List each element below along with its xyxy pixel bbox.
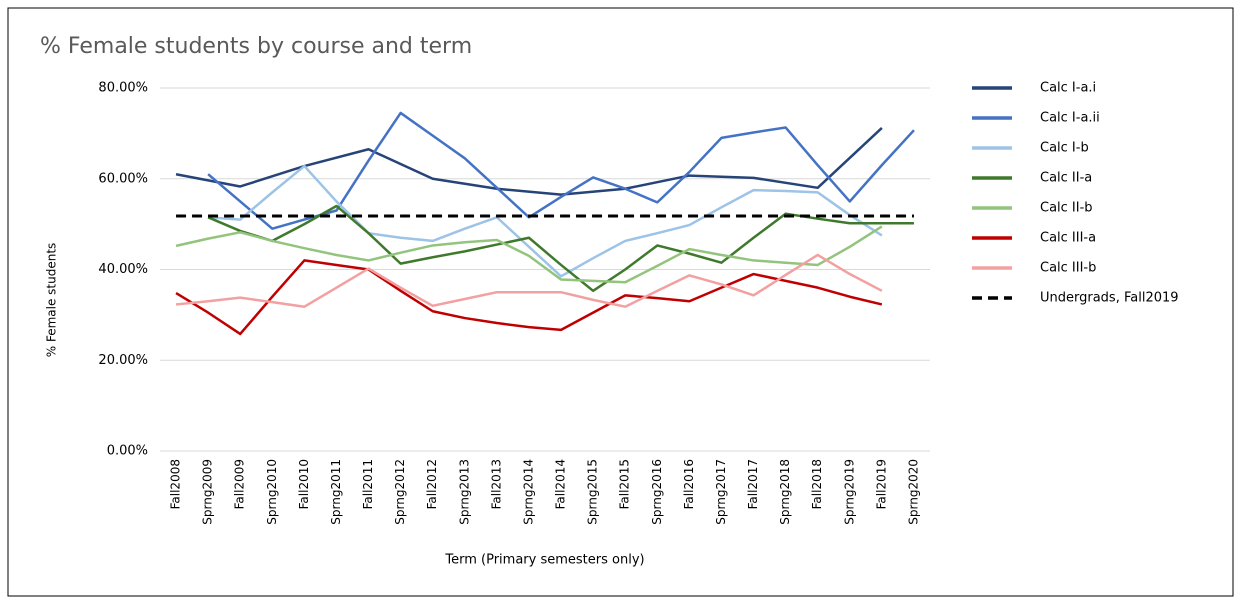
y-tick-label: 40.00% bbox=[98, 262, 148, 277]
x-axis-title: Term (Primary semesters only) bbox=[444, 553, 644, 568]
series-line bbox=[175, 253, 883, 308]
x-tick-label: Fall2011 bbox=[361, 459, 375, 509]
x-tick-label: Sprng2014 bbox=[521, 459, 535, 525]
y-tick-label: 60.00% bbox=[98, 171, 148, 186]
x-tick-label: Sprng2019 bbox=[842, 459, 856, 525]
x-tick-label: Sprng2011 bbox=[329, 459, 343, 525]
y-tick-label: 0.00% bbox=[107, 444, 148, 459]
series-line bbox=[207, 111, 915, 230]
x-tick-label: Fall2013 bbox=[489, 459, 503, 509]
x-tick-label: Fall2019 bbox=[874, 459, 888, 509]
legend-label: Calc II-b bbox=[1040, 201, 1093, 216]
x-tick-label: Sprng2016 bbox=[650, 459, 664, 525]
x-tick-label: Fall2010 bbox=[297, 459, 311, 509]
x-tick-label: Sprng2013 bbox=[457, 459, 471, 525]
x-tick-label: Fall2008 bbox=[169, 459, 183, 509]
legend-label: Calc I-b bbox=[1040, 141, 1089, 156]
series-line bbox=[175, 225, 883, 284]
x-tick-label: Fall2009 bbox=[233, 459, 247, 509]
chart-title: % Female students by course and term bbox=[40, 34, 472, 59]
x-tick-label: Fall2018 bbox=[810, 459, 824, 509]
legend-label: Calc II-a bbox=[1040, 171, 1092, 186]
series-line bbox=[208, 164, 883, 278]
x-tick-label: Sprng2009 bbox=[201, 459, 215, 525]
x-tick-label: Sprng2020 bbox=[906, 459, 920, 525]
y-tick-label: 80.00% bbox=[98, 81, 148, 96]
series-line bbox=[207, 204, 914, 293]
legend-label: Calc III-a bbox=[1040, 231, 1096, 246]
legend-label: Calc I-a.i bbox=[1040, 81, 1096, 96]
x-tick-label: Fall2016 bbox=[682, 459, 696, 509]
x-tick-label: Sprng2017 bbox=[714, 459, 728, 525]
x-tick-label: Fall2015 bbox=[618, 459, 632, 509]
x-tick-label: Sprng2018 bbox=[778, 459, 792, 525]
x-tick-label: Fall2014 bbox=[554, 459, 568, 509]
series-line bbox=[175, 127, 883, 196]
x-tick-label: Sprng2010 bbox=[265, 459, 279, 525]
legend-label: Calc III-b bbox=[1040, 261, 1096, 276]
series-line bbox=[175, 259, 883, 336]
legend-label: Undergrads, Fall2019 bbox=[1040, 291, 1179, 306]
x-tick-label: Fall2017 bbox=[746, 459, 760, 509]
x-tick-label: Sprng2012 bbox=[393, 459, 407, 525]
y-tick-label: 20.00% bbox=[98, 353, 148, 368]
x-tick-label: Sprng2015 bbox=[586, 459, 600, 525]
y-axis-title: % Female students bbox=[45, 243, 59, 358]
legend-label: Calc I-a.ii bbox=[1040, 111, 1100, 126]
x-tick-label: Fall2012 bbox=[425, 459, 439, 509]
